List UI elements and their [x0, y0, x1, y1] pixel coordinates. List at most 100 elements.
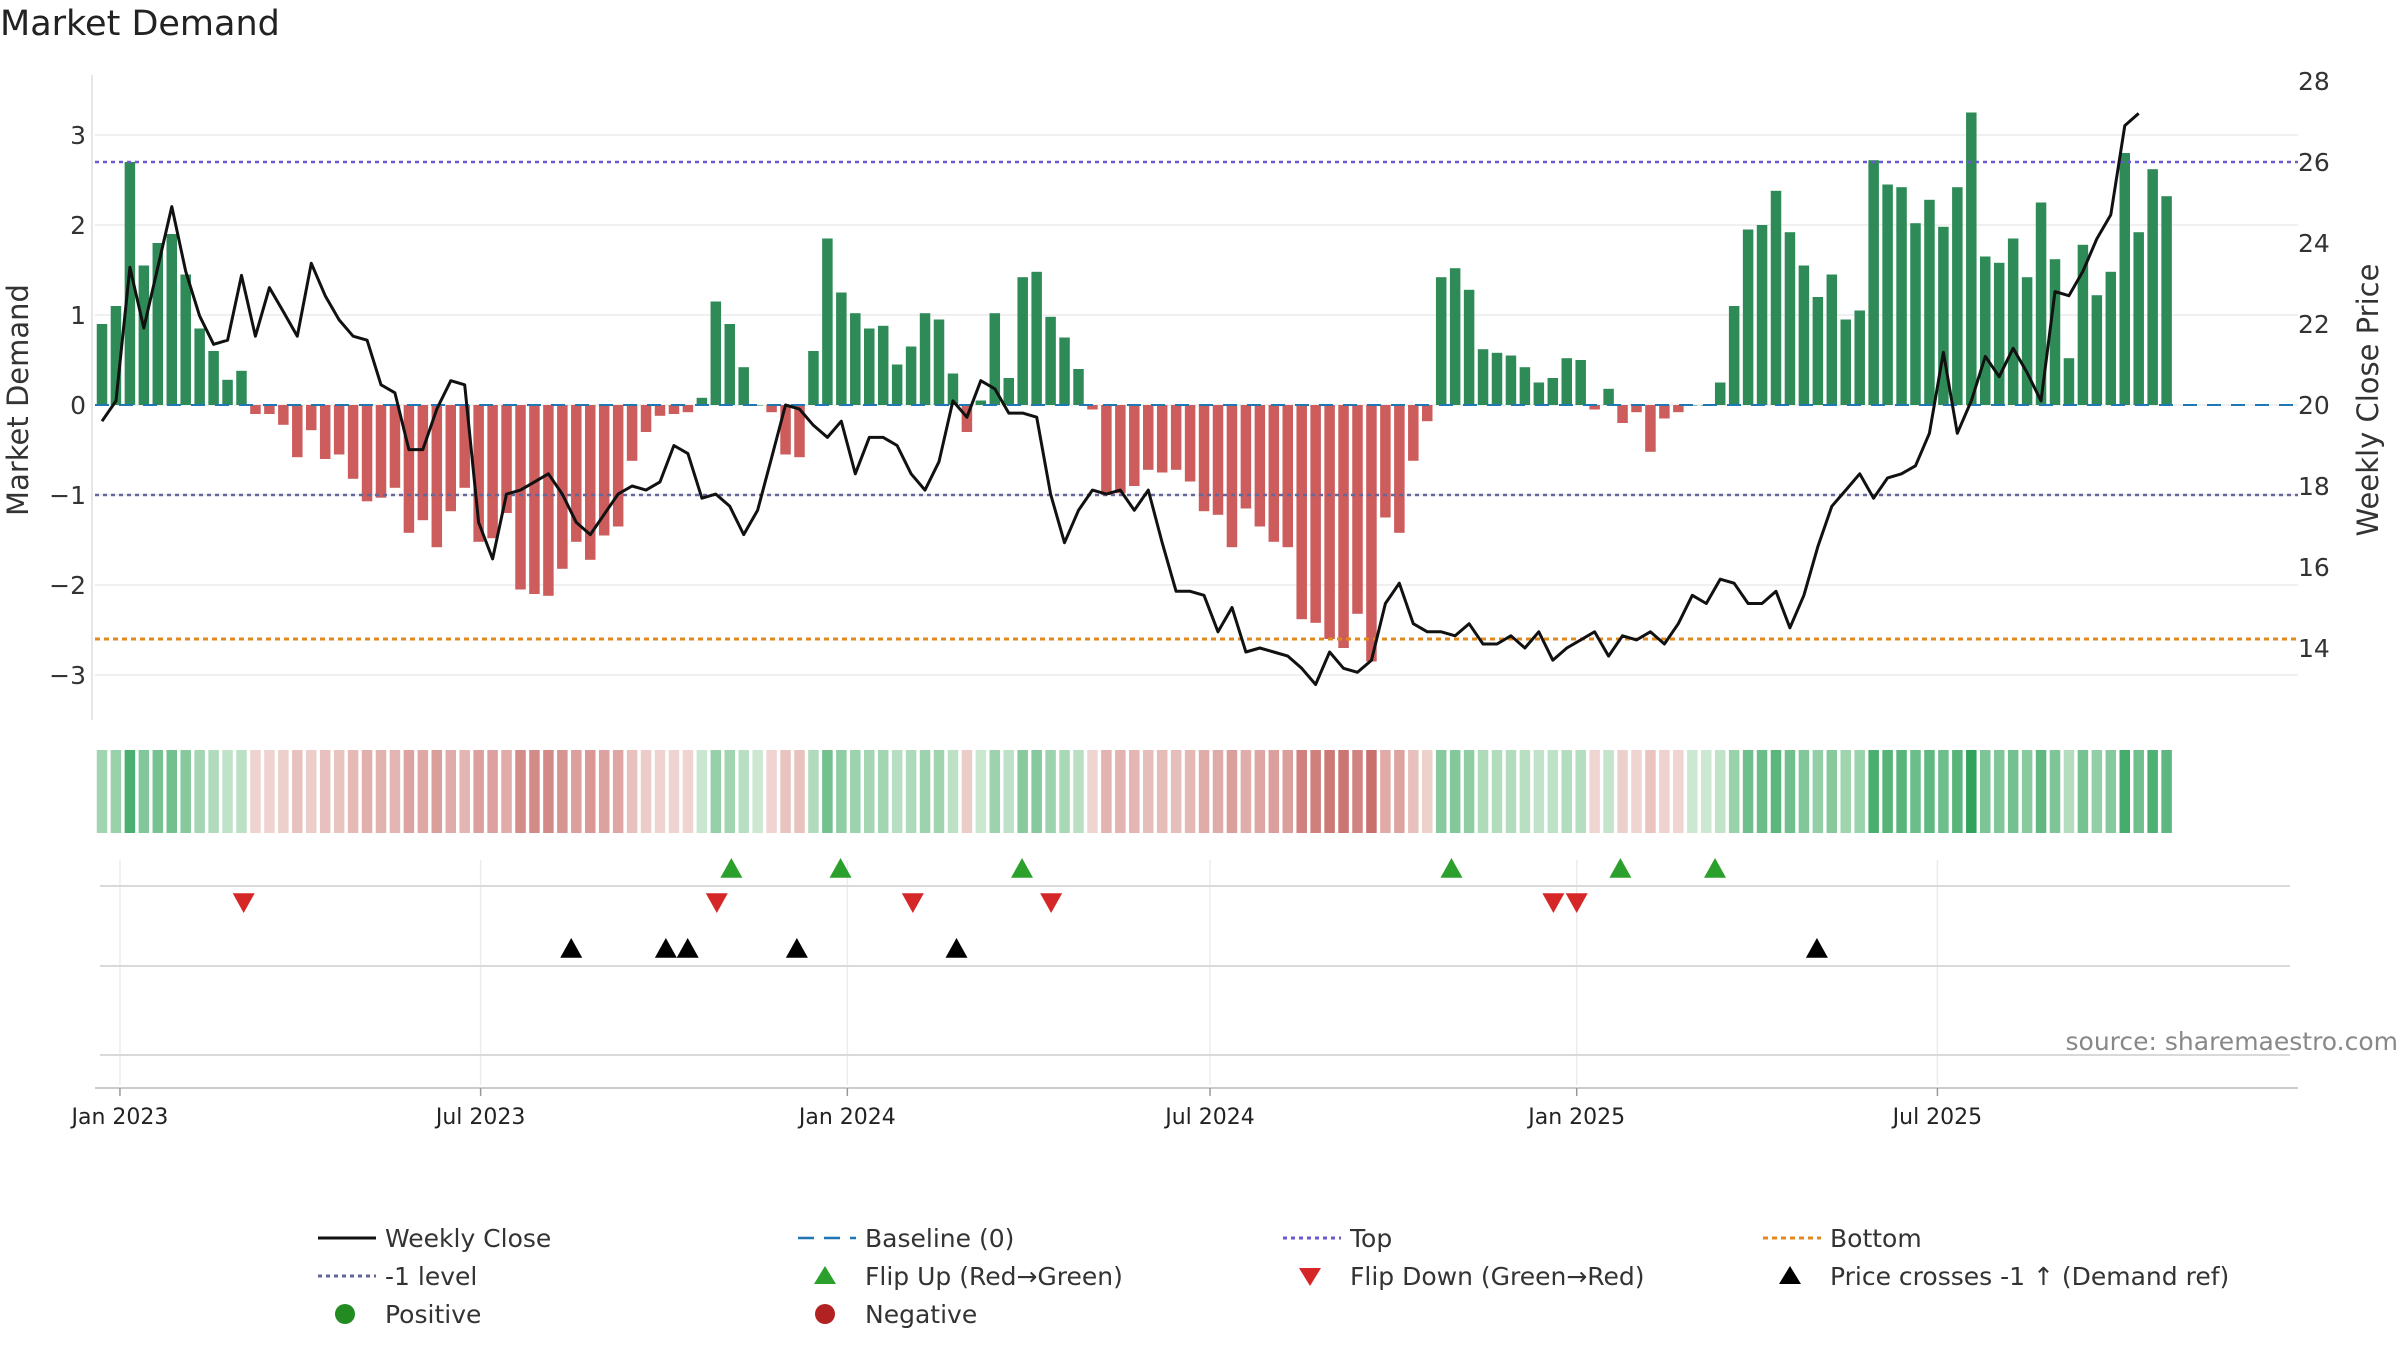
bar-negative: [1240, 405, 1252, 509]
bar-negative: [668, 405, 680, 414]
bar-positive: [1449, 268, 1461, 405]
heat-cell: [710, 750, 722, 833]
bar-negative: [612, 405, 624, 527]
bar-negative: [250, 405, 261, 414]
bar-negative: [1254, 405, 1266, 527]
bar-positive: [2077, 244, 2089, 405]
bar-positive: [1477, 349, 1489, 405]
bar-negative: [1143, 405, 1154, 470]
bar-negative: [543, 405, 554, 596]
heat-cell: [1798, 750, 1810, 833]
bar-negative: [1310, 405, 1321, 623]
heat-cell: [585, 750, 596, 833]
y-tick-label: −3: [49, 661, 86, 690]
heat-cell: [1728, 750, 1740, 833]
heat-cell: [1910, 750, 1921, 833]
bar-negative: [766, 405, 777, 413]
heat-cell: [2035, 750, 2047, 833]
heat-cell: [194, 750, 205, 833]
y2-tick-label: 18: [2298, 472, 2330, 501]
legend-item: Price crosses -1 ↑ (Demand ref): [1779, 1262, 2229, 1291]
heat-cell: [668, 750, 680, 833]
bar-positive: [124, 162, 136, 405]
bar-positive: [1966, 112, 1977, 405]
heat-cell: [1812, 750, 1824, 833]
legend-label: Baseline (0): [865, 1224, 1014, 1253]
y-tick-label: 3: [70, 121, 86, 150]
heat-cell: [1826, 750, 1838, 833]
bar-negative: [529, 405, 540, 594]
page-title: Market Demand: [0, 4, 280, 44]
heat-cell: [1617, 750, 1628, 833]
heat-cell: [403, 750, 415, 833]
bar-negative: [780, 405, 791, 455]
bar-negative: [1366, 405, 1377, 662]
heat-cell: [1017, 750, 1028, 833]
legend-item: Positive: [335, 1300, 481, 1329]
flip-down-marker: [901, 893, 924, 913]
flip-up-marker: [1609, 858, 1632, 878]
legend-item: Negative: [815, 1300, 977, 1329]
price-cross-marker: [560, 938, 583, 958]
heat-cell: [877, 750, 889, 833]
bar-positive: [1798, 265, 1810, 405]
flip-up-marker: [1704, 858, 1727, 878]
heat-cell: [2077, 750, 2089, 833]
heat-cell: [1003, 750, 1014, 833]
heat-cell: [1115, 750, 1126, 833]
heat-cell: [2021, 750, 2033, 833]
heat-cell: [696, 750, 708, 833]
heat-cell: [1505, 750, 1517, 833]
bar-positive: [2091, 295, 2103, 405]
bars: [96, 112, 2172, 662]
bar-negative: [1338, 405, 1349, 648]
bar-positive: [138, 265, 150, 405]
bar-positive: [1868, 160, 1879, 405]
y2-tick-label: 20: [2298, 391, 2330, 420]
bar-positive: [724, 324, 735, 405]
heat-cell: [2007, 750, 2019, 833]
bar-negative: [585, 405, 596, 560]
heat-cell: [152, 750, 164, 833]
heat-cell: [1993, 750, 2005, 833]
bar-positive: [989, 313, 1001, 405]
legend-label: Flip Up (Red→Green): [865, 1262, 1123, 1291]
heat-cell: [1198, 750, 1210, 833]
heat-cell: [375, 750, 387, 833]
heat-cell: [180, 750, 191, 833]
bar-negative: [1408, 405, 1419, 461]
heat-cell: [1547, 750, 1559, 833]
legend-dot-icon: [335, 1304, 355, 1324]
bar-negative: [375, 405, 387, 498]
heat-cell: [501, 750, 512, 833]
heat-cell: [905, 750, 917, 833]
heat-cell: [2091, 750, 2103, 833]
heat-cell: [1575, 750, 1586, 833]
heat-cell: [989, 750, 1001, 833]
legend-label: Bottom: [1830, 1224, 1922, 1253]
heat-cell: [1714, 750, 1726, 833]
y2-tick-label: 26: [2298, 148, 2330, 177]
y2-tick-label: 14: [2298, 634, 2330, 663]
heat-cell: [1924, 750, 1935, 833]
bar-negative: [1087, 405, 1098, 410]
heat-cell: [2119, 750, 2130, 833]
legend-dot-icon: [815, 1304, 835, 1324]
heat-cell: [1422, 750, 1433, 833]
event-markers: [100, 858, 2290, 1056]
bar-positive: [1742, 229, 1754, 405]
bar-negative: [598, 405, 610, 536]
bar-positive: [2035, 202, 2047, 405]
bar-negative: [347, 405, 359, 479]
bar-negative: [459, 405, 470, 488]
bar-negative: [654, 405, 666, 416]
bar-negative: [1631, 405, 1642, 413]
bar-negative: [1282, 405, 1293, 548]
x-tick-label: Jul 2023: [434, 1105, 526, 1130]
heat-cell: [2147, 750, 2158, 833]
x-axis: Jan 2023 Jul 2023 Jan 2024 Jul 2024 Jan 2025…: [69, 1087, 2298, 1130]
heat-cell: [682, 750, 694, 833]
bar-positive: [1952, 187, 1963, 405]
bar-positive: [808, 351, 819, 405]
bar-positive: [2105, 271, 2117, 405]
